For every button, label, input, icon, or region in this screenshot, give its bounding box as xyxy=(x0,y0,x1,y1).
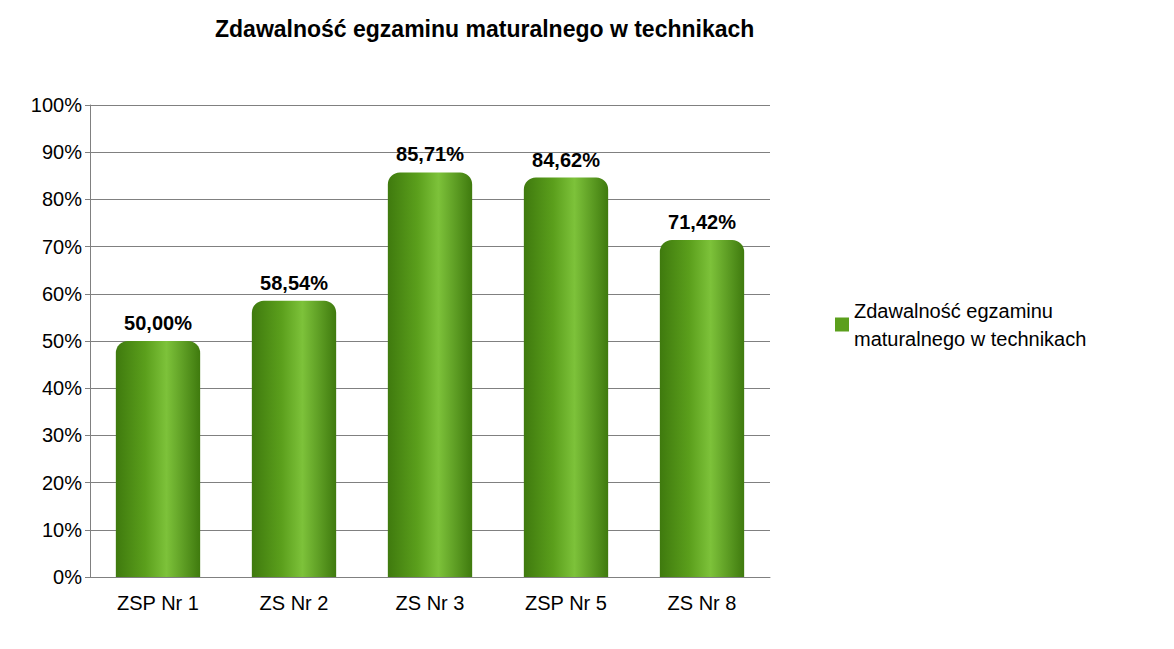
svg-text:84,62%: 84,62% xyxy=(532,149,600,171)
svg-text:maturalnego w technikach: maturalnego w technikach xyxy=(854,328,1086,350)
svg-text:70%: 70% xyxy=(42,236,82,258)
svg-text:ZS Nr 3: ZS Nr 3 xyxy=(396,592,465,614)
svg-text:40%: 40% xyxy=(42,377,82,399)
svg-text:ZSP Nr 5: ZSP Nr 5 xyxy=(525,592,607,614)
svg-text:Zdawalność egzaminu maturalneg: Zdawalność egzaminu maturalnego w techni… xyxy=(215,16,754,42)
svg-text:50%: 50% xyxy=(42,330,82,352)
svg-text:20%: 20% xyxy=(42,472,82,494)
svg-text:ZSP Nr 1: ZSP Nr 1 xyxy=(117,592,199,614)
svg-text:85,71%: 85,71% xyxy=(396,143,464,165)
svg-text:60%: 60% xyxy=(42,283,82,305)
svg-text:ZS Nr 8: ZS Nr 8 xyxy=(668,592,737,614)
svg-text:ZS Nr 2: ZS Nr 2 xyxy=(260,592,329,614)
svg-text:100%: 100% xyxy=(31,94,82,116)
svg-text:90%: 90% xyxy=(42,141,82,163)
svg-text:71,42%: 71,42% xyxy=(668,211,736,233)
svg-text:30%: 30% xyxy=(42,424,82,446)
svg-text:10%: 10% xyxy=(42,519,82,541)
svg-text:50,00%: 50,00% xyxy=(124,312,192,334)
svg-text:Zdawalność egzaminu: Zdawalność egzaminu xyxy=(854,300,1059,322)
svg-text:0%: 0% xyxy=(53,566,82,588)
svg-text:80%: 80% xyxy=(42,188,82,210)
svg-text:58,54%: 58,54% xyxy=(260,272,328,294)
